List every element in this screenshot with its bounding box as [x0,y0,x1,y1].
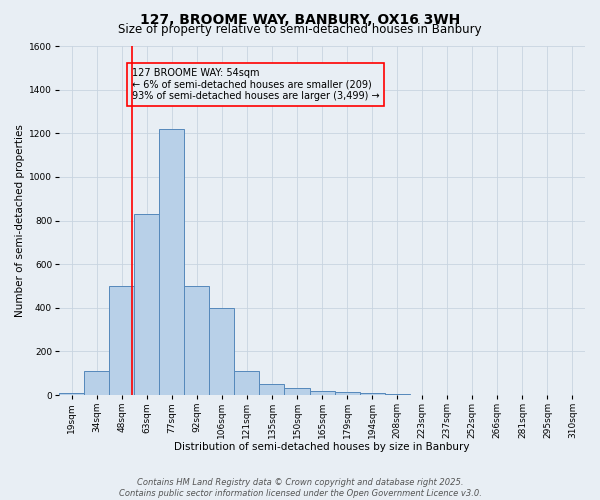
Bar [385,394,410,395]
Bar [159,129,184,395]
Bar [59,393,84,395]
Bar [109,286,134,395]
Bar [84,371,109,395]
Text: 127 BROOME WAY: 54sqm
← 6% of semi-detached houses are smaller (209)
93% of semi: 127 BROOME WAY: 54sqm ← 6% of semi-detac… [132,68,379,101]
Text: Size of property relative to semi-detached houses in Banbury: Size of property relative to semi-detach… [118,22,482,36]
Bar [259,384,284,395]
Text: Contains HM Land Registry data © Crown copyright and database right 2025.
Contai: Contains HM Land Registry data © Crown c… [119,478,481,498]
Bar [284,388,310,395]
Bar [310,390,335,395]
Bar [359,393,385,395]
Bar [184,286,209,395]
Bar [209,308,235,395]
X-axis label: Distribution of semi-detached houses by size in Banbury: Distribution of semi-detached houses by … [175,442,470,452]
Text: 127, BROOME WAY, BANBURY, OX16 3WH: 127, BROOME WAY, BANBURY, OX16 3WH [140,12,460,26]
Bar [335,392,359,395]
Y-axis label: Number of semi-detached properties: Number of semi-detached properties [15,124,25,317]
Bar [134,214,159,395]
Bar [235,371,259,395]
